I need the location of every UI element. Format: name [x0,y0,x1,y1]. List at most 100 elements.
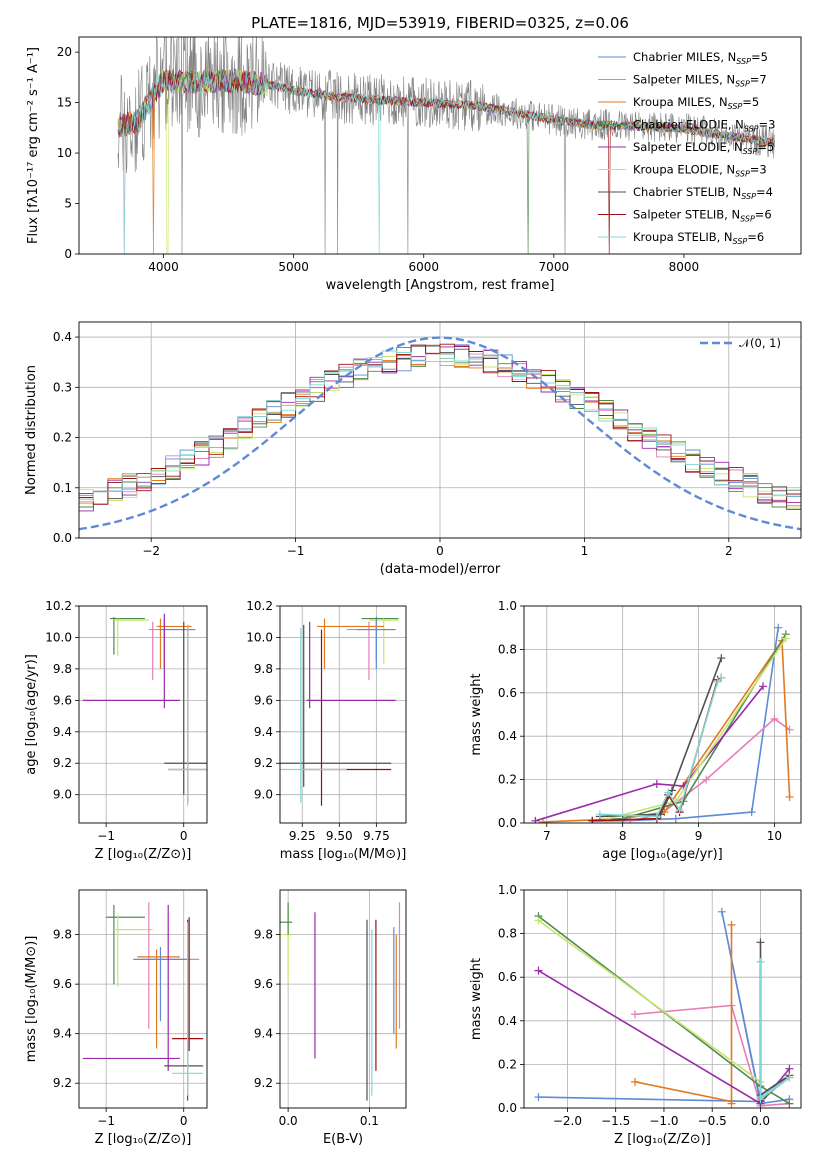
z_weight-series-line-1 [634,1004,790,1107]
mass_age-plot-area [280,606,406,823]
z_mass-ytick-label: 9.8 [53,928,72,942]
legend-ssp-count: =5 [751,50,768,64]
z_weight-xtick-label: 0.0 [751,1114,770,1128]
age_weight-xtick-label: 8 [619,829,627,843]
residuals-ylabel: Normed distribution [24,365,39,495]
z_weight-point-marker [756,938,765,947]
legend-name: Chabrier STELIB, N [633,185,741,199]
chart-title: PLATE=1816, MJD=53919, FIBERID=0325, z=0… [251,14,629,32]
z_weight-point-marker [717,907,726,916]
z_mass-ytick-label: 9.4 [53,1027,72,1041]
gaussian-legend-label: 𝒩(0, 1) [739,336,781,350]
histogram-series-7 [79,343,801,505]
legend-entry-6: Chabrier STELIB, NSSP=4 [633,185,773,201]
z_age-ytick-label: 9.2 [53,756,72,770]
spectrum-xtick-label: 4000 [148,260,179,274]
legend-entry-5: Kroupa ELODIE, NSSP=3 [633,163,767,179]
z_weight-xtick-label: −2.0 [553,1114,582,1128]
z_weight-ytick-label: 0.2 [498,1057,517,1071]
spectrum-xlabel: wavelength [Angstrom, rest frame] [326,278,555,293]
z_weight-plot-area [524,890,801,1108]
z_weight-xtick-label: −1.0 [649,1114,678,1128]
age_weight-series-line-7 [592,676,722,822]
age_weight-point-marker [713,677,722,686]
residuals-xtick-label: 2 [725,544,733,558]
residuals-ytick-label: 0.1 [53,481,72,495]
legend-ssp-sub: SSP [733,237,748,246]
legend-ssp-count: =6 [755,208,772,222]
spectrum-xtick-label: 8000 [669,260,700,274]
age_weight-ytick-label: 1.0 [498,599,517,613]
mass_age-ytick-label: 9.0 [254,788,273,802]
age_weight-panel: 7 8 9 10 0.0 0.2 0.4 0.6 0.8 1.0 age [log₁₀(age/yr… [469,599,802,862]
legend-name: Chabrier ELODIE, N [633,118,744,132]
residuals-xlabel: (data-model)/error [380,562,501,577]
age_weight-point-marker [671,814,680,823]
age_weight-xtick-label: 10 [767,829,782,843]
mass_age-xtick-label: 9.75 [363,829,390,843]
residuals-xtick-label: −1 [287,544,305,558]
spectrum-model-line-8 [117,67,776,254]
spectrum-ytick-label: 0 [64,247,72,261]
spectrum-xtick-label: 6000 [408,260,439,274]
z_age-xlabel: Z [log₁₀(Z/Z⊙)] [95,847,192,862]
age_weight-plot-area [524,606,801,823]
z_weight-series-line-8 [759,961,790,1100]
legend-ssp-count: =5 [742,95,759,109]
legend-entry-4: Salpeter ELODIE, NSSP=5 [633,140,774,156]
legend-name: Kroupa STELIB, N [633,230,733,244]
legend-ssp-count: =3 [759,118,776,132]
legend-entry-0: Chabrier MILES, NSSP=5 [633,50,768,66]
age_weight-ytick-label: 0.6 [498,686,517,700]
ebv_mass-xtick-label: 0.0 [279,1114,298,1128]
age_weight-series-line-4 [535,685,764,822]
mass_age-ytick-label: 9.6 [254,693,273,707]
legend-entry-8: Kroupa STELIB, NSSP=6 [633,230,764,246]
age_weight-series-line-3 [592,633,787,822]
z_mass-xtick-label: −1 [97,1114,115,1128]
histogram-series-8 [79,349,801,502]
z_age-frame [78,605,208,824]
z_weight-point-marker [785,1073,794,1082]
legend-name: Salpeter ELODIE, N [633,140,743,154]
mass_age-ytick-label: 10.0 [246,630,273,644]
legend-ssp-count: =5 [757,140,774,154]
z_weight-point-marker [534,1093,543,1102]
residuals-plot-area [79,322,801,538]
residuals-ytick-label: 0.4 [53,330,72,344]
ebv_mass-frame [279,889,407,1109]
z_weight-series-line-5 [538,919,761,1083]
z_weight-ytick-label: 0.6 [498,970,517,984]
z_age-ylabel: age [log₁₀(age/yr)] [24,654,39,775]
legend-entry-2: Kroupa MILES, NSSP=5 [633,95,759,111]
age_weight-ylabel: mass weight [469,673,484,755]
age_weight-series-line-5 [607,638,787,820]
z_weight-ytick-label: 0.4 [498,1014,517,1028]
spectrum-ytick-label: 10 [57,146,72,160]
z_weight-point-marker [756,957,765,966]
legend-ssp-count: =3 [750,163,767,177]
z_age-ytick-label: 9.4 [53,725,72,739]
mass_age-ytick-label: 9.4 [254,725,273,739]
z_mass-xtick-label: 0 [180,1114,188,1128]
legend-name: Chabrier MILES, N [633,50,736,64]
legend-ssp-sub: SSP [740,215,755,224]
z_weight-panel: −2.0 −1.5 −1.0 −0.5 0.0 0.0 0.2 0.4 0.6 0.8 1.0 Z [… [469,883,802,1147]
z_age-ytick-label: 9.8 [53,662,72,676]
z_weight-point-marker [630,1077,639,1086]
legend-ssp-count: =7 [750,73,767,87]
residuals-frame [78,321,802,539]
z_mass-xlabel: Z [log₁₀(Z/Z⊙)] [95,1132,192,1147]
legend-entry-1: Salpeter MILES, NSSP=7 [633,73,767,89]
z_age-panel: −1 0 9.0 9.2 9.4 9.6 9.8 10.0 10.2 Z [log₁₀(Z/Z⊙)… [24,599,208,862]
z_weight-ylabel: mass weight [469,958,484,1040]
z_mass-frame [78,889,208,1109]
z_age-ytick-label: 9.6 [53,693,72,707]
z_weight-point-marker [534,916,543,925]
z_mass-plot-area [79,890,207,1108]
mass_age-ytick-label: 9.2 [254,756,273,770]
z_mass-ytick-label: 9.6 [53,977,72,991]
spectrum-ytick-label: 5 [64,197,72,211]
age_weight-point-marker [717,673,726,682]
